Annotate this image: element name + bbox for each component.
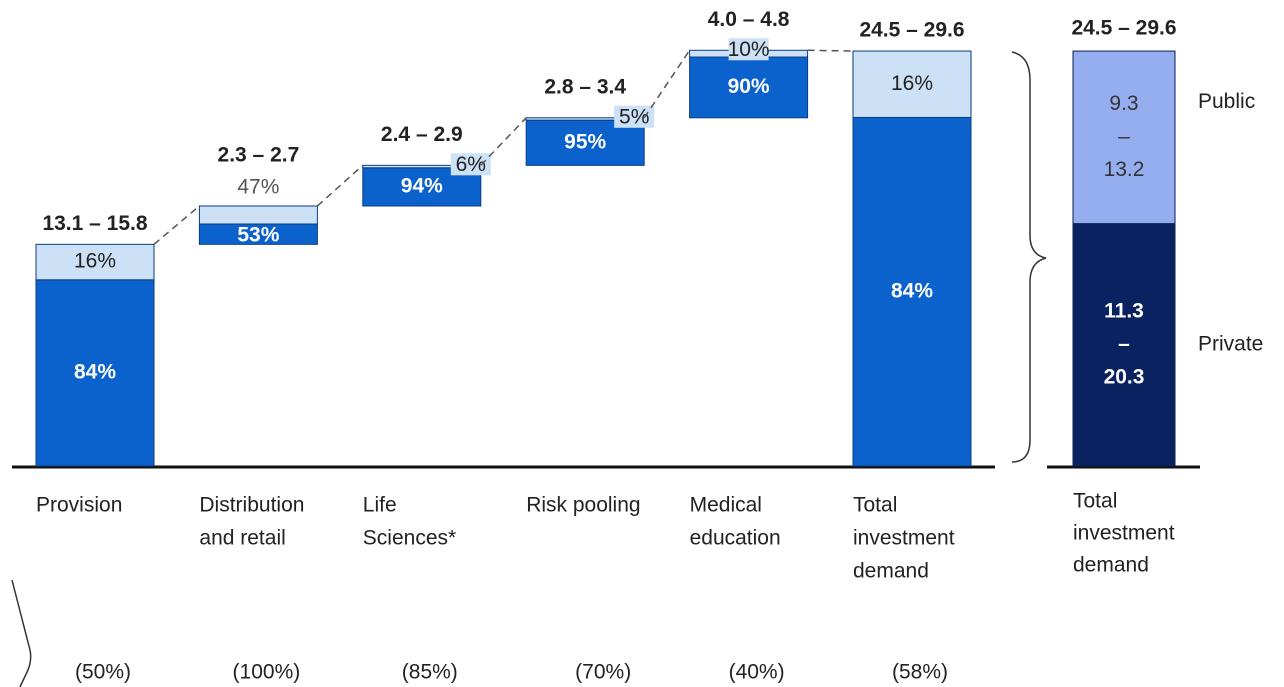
connector <box>153 205 200 245</box>
x-tick-label: Risk pooling <box>526 494 640 517</box>
bracket <box>11 579 32 687</box>
x-tick-label: Medical <box>690 494 762 517</box>
legend-label: Private <box>1198 332 1263 355</box>
x-tick-label: Total <box>1073 490 1117 513</box>
x-tick-label: Provision <box>36 494 122 517</box>
private-label: 95% <box>564 130 606 153</box>
note-label: (40%) <box>729 661 785 684</box>
public-segment <box>198 205 318 225</box>
private-segment <box>35 279 155 467</box>
x-tick-label: Sciences* <box>363 527 456 550</box>
connector <box>316 164 364 207</box>
total-label: 24.5 – 29.6 <box>1071 17 1176 40</box>
connector <box>480 117 527 166</box>
x-tick-label: and retail <box>199 527 285 550</box>
segment-label: 9.3 <box>1109 92 1138 115</box>
public-label-bg <box>728 38 769 61</box>
segment-label: – <box>1118 125 1130 148</box>
x-tick-label: investment <box>1073 522 1175 545</box>
x-tick-label: investment <box>853 527 955 550</box>
public-label: 10% <box>728 38 770 61</box>
segment-label: – <box>1118 332 1130 355</box>
private-label: 53% <box>237 224 279 247</box>
range-label: 2.4 – 2.9 <box>381 123 463 146</box>
public-label-bg <box>614 105 655 128</box>
x-tick-label: demand <box>853 560 929 583</box>
note-label: (70%) <box>575 661 631 684</box>
range-label: 13.1 – 15.8 <box>42 212 147 235</box>
range-label: 4.0 – 4.8 <box>708 8 790 31</box>
public-label: 16% <box>74 250 116 273</box>
note-label: (58%) <box>892 661 948 684</box>
legend-label: Public <box>1198 90 1255 113</box>
segment-label: 20.3 <box>1104 365 1145 388</box>
public-segment <box>852 50 972 118</box>
connector <box>807 49 854 52</box>
x-tick-label: Total <box>853 494 897 517</box>
x-tick-label: Life <box>363 494 397 517</box>
note-label: (85%) <box>402 661 458 684</box>
brace <box>1011 51 1047 463</box>
segment-label: 11.3 <box>1104 299 1144 322</box>
x-tick-label: education <box>690 527 781 550</box>
note-label: (100%) <box>233 661 301 684</box>
public-label: 6% <box>456 153 486 176</box>
public-segment <box>35 243 155 281</box>
note-label: (50%) <box>75 661 131 684</box>
range-label: 2.3 – 2.7 <box>218 144 300 167</box>
public-label: 5% <box>619 105 649 128</box>
stack-segment <box>1072 223 1176 467</box>
private-label: 84% <box>891 279 933 302</box>
private-label: 90% <box>728 75 770 98</box>
range-label: 24.5 – 29.6 <box>859 19 964 42</box>
private-segment <box>852 116 972 467</box>
x-tick-label: Distribution <box>199 494 304 517</box>
segment-label: 13.2 <box>1104 158 1145 181</box>
public-label: 47% <box>237 176 279 199</box>
public-label-bg <box>450 153 491 176</box>
x-tick-label: demand <box>1073 554 1149 577</box>
private-label: 94% <box>401 174 443 197</box>
public-label: 16% <box>891 72 933 95</box>
range-label: 2.8 – 3.4 <box>544 75 626 98</box>
connector <box>643 49 691 119</box>
stack-segment <box>1072 50 1176 225</box>
private-label: 84% <box>74 360 116 383</box>
